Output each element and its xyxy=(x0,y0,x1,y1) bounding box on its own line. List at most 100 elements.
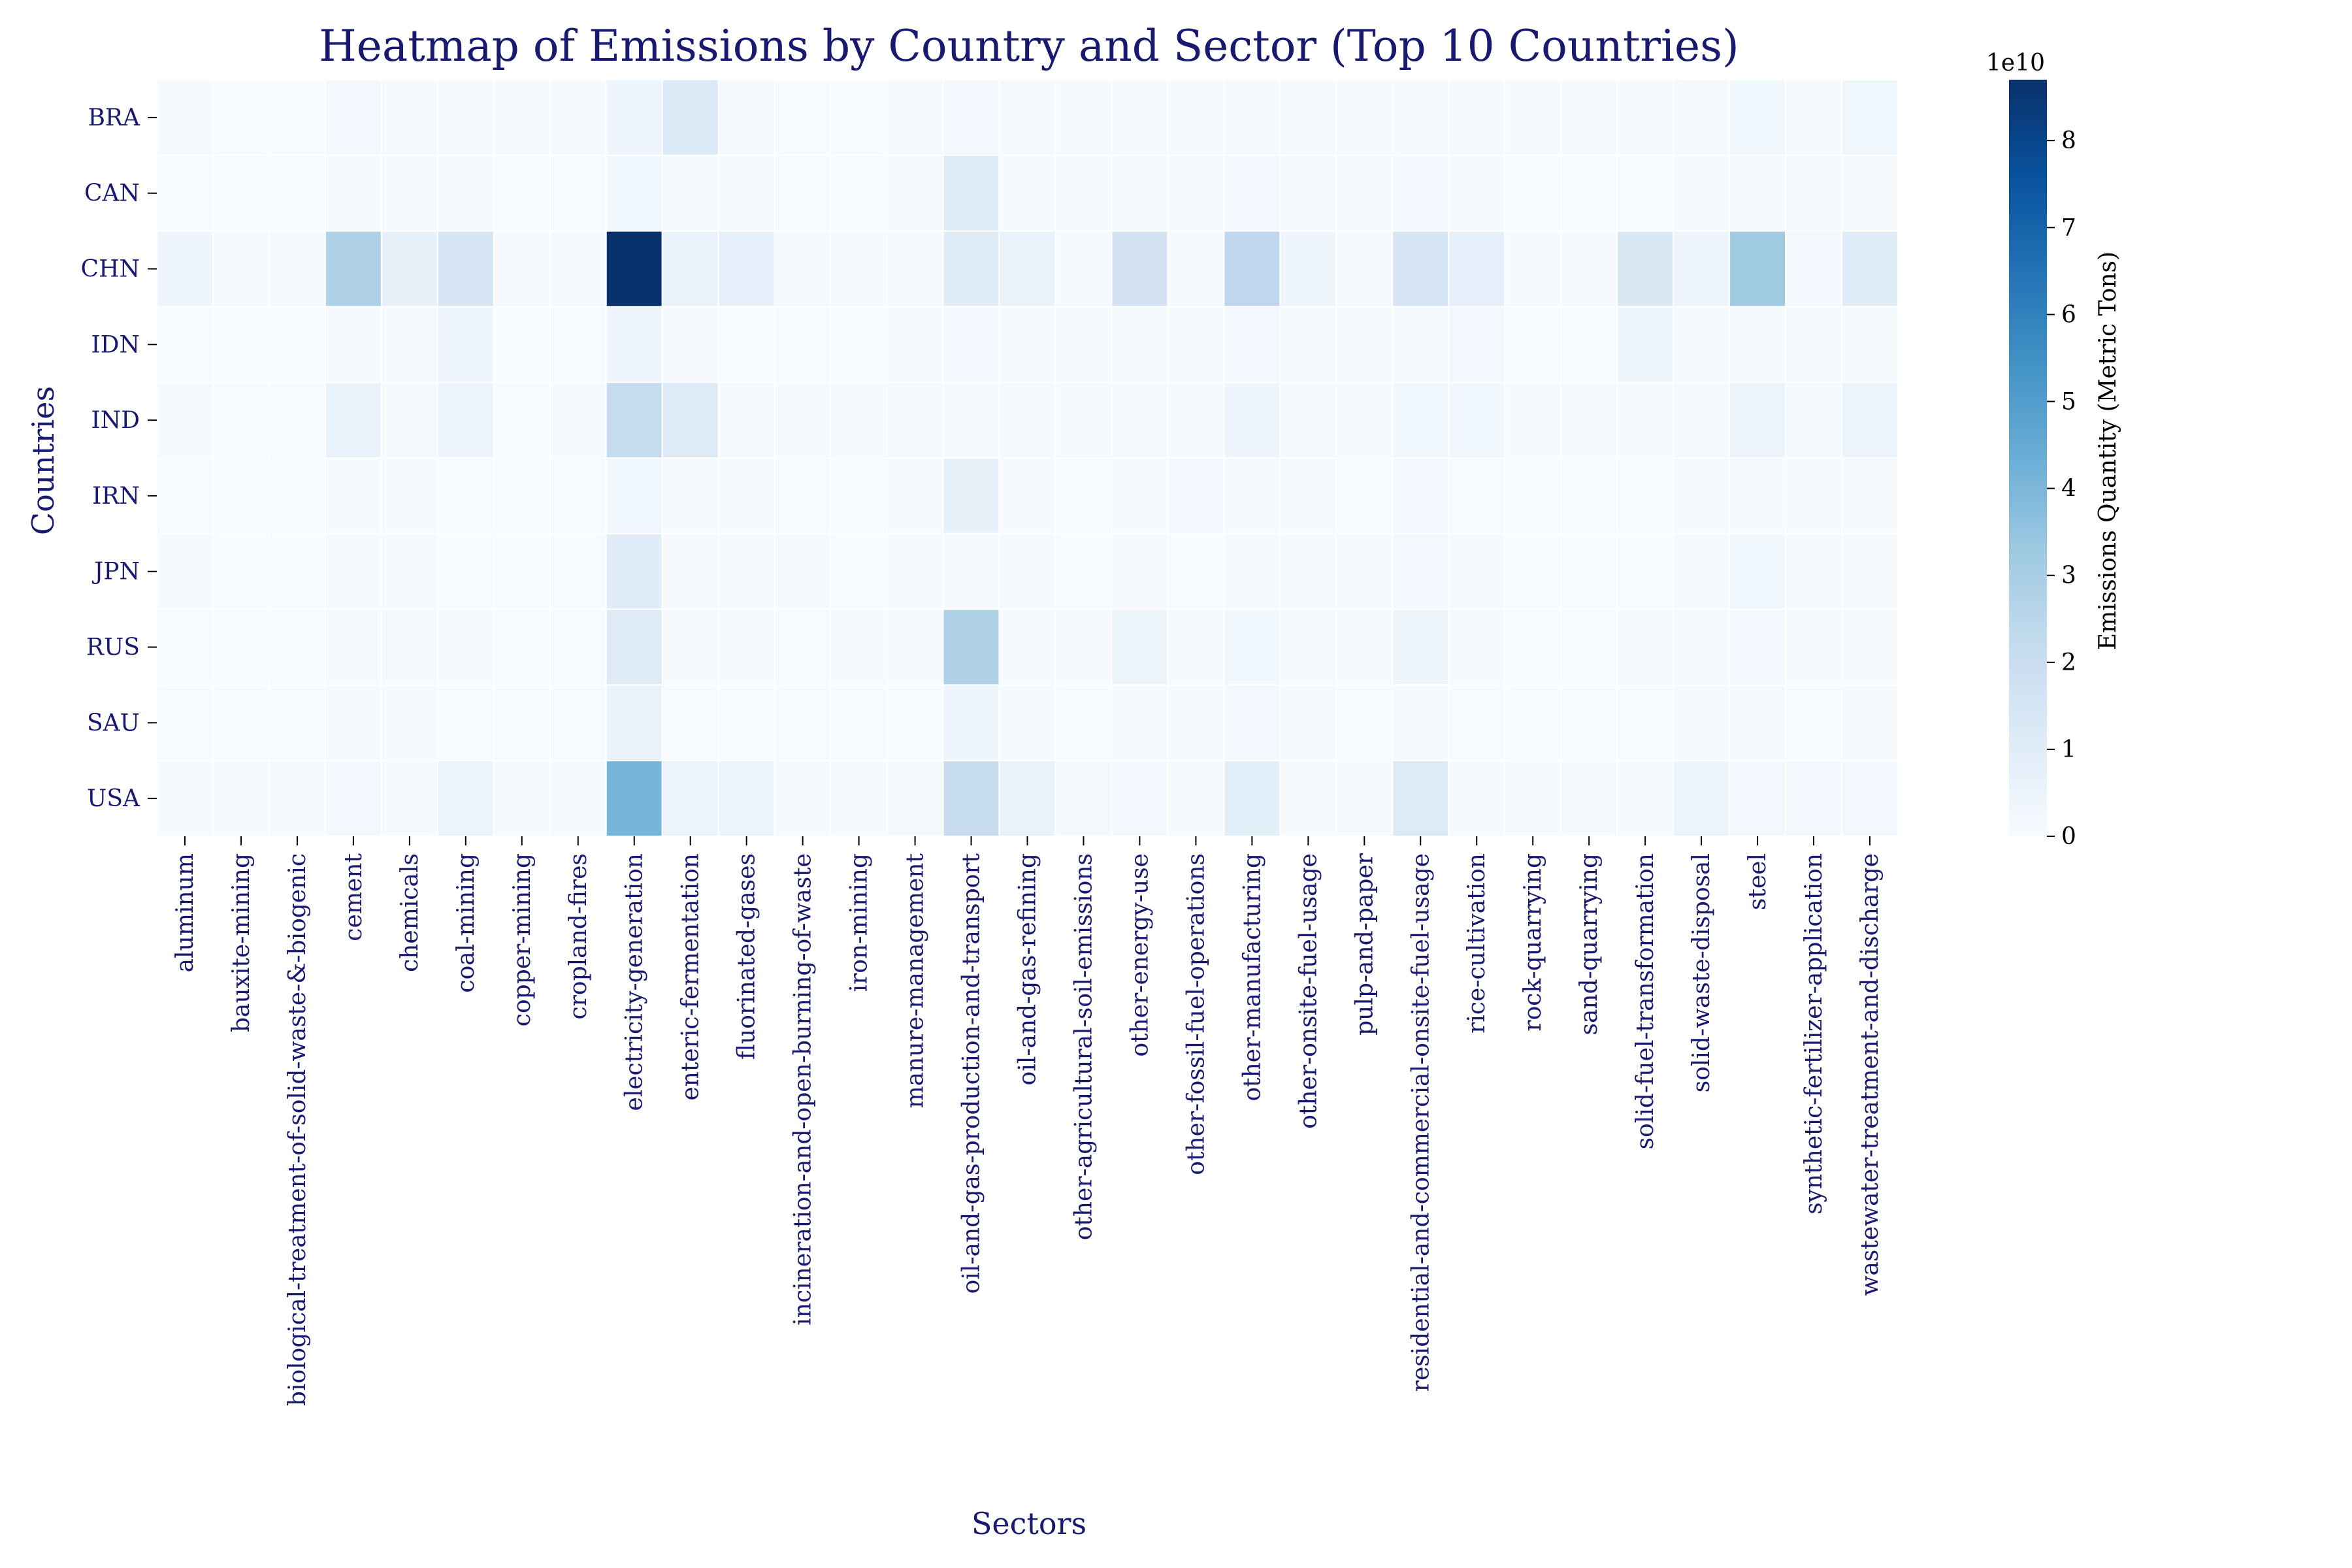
y-tick-label: JPN xyxy=(91,559,140,585)
heatmap-cell xyxy=(1729,382,1787,459)
colorbar-label: Emissions Quantity (Metric Tons) xyxy=(2095,252,2121,650)
heatmap-cell xyxy=(212,230,270,308)
heatmap-cell xyxy=(886,684,944,762)
colorbar-tick-label: 6 xyxy=(2061,301,2076,328)
heatmap-cell xyxy=(1560,684,1618,762)
heatmap-cell xyxy=(380,79,438,156)
heatmap-cell xyxy=(1785,532,1843,610)
heatmap-cell xyxy=(998,79,1056,156)
heatmap-cell xyxy=(605,684,663,762)
heatmap-cell xyxy=(886,382,944,459)
heatmap-cell xyxy=(549,684,607,762)
heatmap-cell xyxy=(549,532,607,610)
heatmap-cell xyxy=(156,306,214,384)
y-tick-label: CHN xyxy=(81,256,140,283)
heatmap-cell xyxy=(1223,457,1281,534)
heatmap-cell xyxy=(998,684,1056,762)
heatmap-cell xyxy=(1785,230,1843,308)
heatmap-cell xyxy=(998,532,1056,610)
heatmap-cell xyxy=(942,457,1000,534)
heatmap-cell xyxy=(268,608,326,686)
heatmap-cell xyxy=(1841,760,1899,837)
heatmap-cell xyxy=(380,532,438,610)
heatmap-cell xyxy=(156,532,214,610)
heatmap-cell xyxy=(1504,760,1562,837)
heatmap-cell xyxy=(661,154,719,232)
heatmap-cell xyxy=(774,608,832,686)
heatmap-cell xyxy=(717,79,776,156)
heatmap-cell xyxy=(661,532,719,610)
colorbar-tick-label: 1 xyxy=(2061,736,2076,763)
heatmap-cell xyxy=(1560,230,1618,308)
heatmap-cell xyxy=(1392,608,1450,686)
heatmap-cell xyxy=(1279,684,1337,762)
heatmap-cell xyxy=(1504,306,1562,384)
heatmap-cell xyxy=(1167,79,1225,156)
x-tick-label: other-fossil-fuel-operations xyxy=(1183,853,1209,1175)
heatmap-cell xyxy=(1167,760,1225,837)
heatmap-cell xyxy=(1673,154,1731,232)
heatmap-cell xyxy=(1279,230,1337,308)
heatmap-cell xyxy=(886,457,944,534)
heatmap-cell xyxy=(212,608,270,686)
heatmap-cell xyxy=(212,306,270,384)
heatmap-cell xyxy=(1448,306,1506,384)
heatmap-cell xyxy=(1392,230,1450,308)
heatmap-cell xyxy=(942,608,1000,686)
heatmap-cell xyxy=(156,79,214,156)
heatmap-cell xyxy=(212,154,270,232)
heatmap-cell xyxy=(1841,382,1899,459)
heatmap-cell xyxy=(717,457,776,534)
heatmap-cell xyxy=(998,230,1056,308)
heatmap-cell xyxy=(717,684,776,762)
heatmap-cell xyxy=(774,382,832,459)
heatmap-cell xyxy=(1335,382,1394,459)
heatmap-cell xyxy=(774,154,832,232)
heatmap-cell xyxy=(1785,684,1843,762)
heatmap-cell xyxy=(156,230,214,308)
heatmap-cell xyxy=(1560,760,1618,837)
heatmap-cell xyxy=(1111,760,1169,837)
x-axis-ticks: aluminum bauxite-mining biological-treatme… xyxy=(172,836,1884,1406)
colorbar-tick-label: 0 xyxy=(2061,823,2076,850)
heatmap-cell xyxy=(1841,608,1899,686)
heatmap-cell xyxy=(268,760,326,837)
heatmap-cell xyxy=(549,760,607,837)
heatmap-cell xyxy=(1111,532,1169,610)
heatmap-cell xyxy=(605,230,663,308)
heatmap-cell xyxy=(1729,79,1787,156)
heatmap-cell xyxy=(1054,760,1113,837)
heatmap-cell xyxy=(1616,760,1674,837)
heatmap-cell xyxy=(212,684,270,762)
y-tick-label: BRA xyxy=(88,105,140,131)
x-tick-label: pulp-and-paper xyxy=(1351,853,1378,1036)
heatmap-cell xyxy=(436,532,495,610)
heatmap-cell xyxy=(1111,457,1169,534)
x-tick-label: biological-treatment-of-solid-waste-&-bi… xyxy=(284,853,311,1406)
heatmap-cell xyxy=(436,306,495,384)
heatmap-cell xyxy=(1504,79,1562,156)
heatmap-cell xyxy=(324,760,382,837)
heatmap-cell xyxy=(1673,79,1731,156)
heatmap-cell xyxy=(1560,457,1618,534)
x-tick-label: wastewater-treatment-and-discharge xyxy=(1857,853,1884,1296)
heatmap-cell xyxy=(493,532,551,610)
heatmap-cell xyxy=(1335,79,1394,156)
heatmap-cell xyxy=(605,760,663,837)
heatmap-cell xyxy=(1111,684,1169,762)
heatmap-cell xyxy=(1673,608,1731,686)
heatmap-cell xyxy=(1167,684,1225,762)
heatmap-cell xyxy=(549,154,607,232)
heatmap-cell xyxy=(1785,457,1843,534)
heatmap-cell xyxy=(1616,457,1674,534)
heatmap-cell xyxy=(493,457,551,534)
heatmap-cell xyxy=(1392,760,1450,837)
heatmap-cell xyxy=(1785,382,1843,459)
heatmap-cell xyxy=(156,457,214,534)
heatmap-cell xyxy=(1616,608,1674,686)
heatmap-cell xyxy=(1560,154,1618,232)
heatmap-cell xyxy=(717,230,776,308)
heatmap-cell xyxy=(605,457,663,534)
heatmap-cell xyxy=(1560,532,1618,610)
heatmap-cell xyxy=(661,457,719,534)
